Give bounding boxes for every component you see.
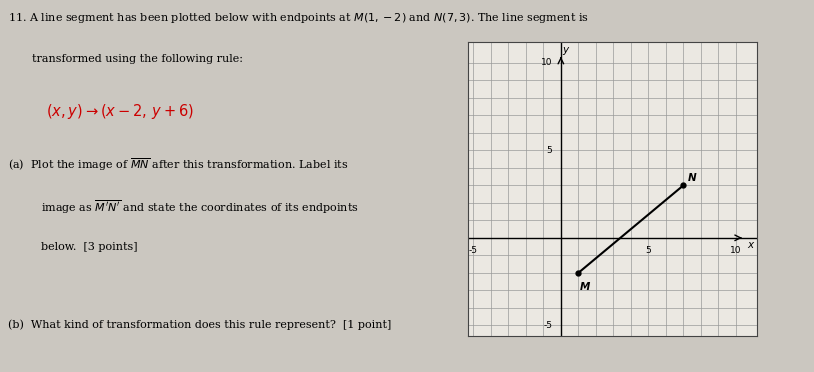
Text: (b)  What kind of transformation does this rule represent?  [1 point]: (b) What kind of transformation does thi… — [8, 320, 392, 330]
Text: -5: -5 — [543, 321, 552, 330]
Text: 11. A line segment has been plotted below with endpoints at $M(1,-2)$ and $N(7,3: 11. A line segment has been plotted belo… — [8, 11, 589, 25]
Text: 10: 10 — [540, 58, 552, 67]
Text: M: M — [580, 282, 590, 292]
Text: x: x — [747, 240, 753, 250]
Text: 10: 10 — [730, 246, 742, 255]
Text: transformed using the following rule:: transformed using the following rule: — [32, 54, 243, 64]
Text: 5: 5 — [646, 246, 651, 255]
Text: y: y — [562, 45, 568, 55]
Text: image as $\overline{M'N'}$ and state the coordinates of its endpoints: image as $\overline{M'N'}$ and state the… — [42, 199, 359, 216]
Text: below.  [3 points]: below. [3 points] — [42, 242, 138, 252]
Text: -5: -5 — [469, 246, 478, 255]
Text: (a)  Plot the image of $\overline{MN}$ after this transformation. Label its: (a) Plot the image of $\overline{MN}$ af… — [8, 156, 348, 173]
Text: $(x,y)\rightarrow(x-2,\,y+6)$: $(x,y)\rightarrow(x-2,\,y+6)$ — [46, 102, 194, 121]
Text: 5: 5 — [546, 146, 552, 155]
Text: N: N — [688, 173, 697, 183]
